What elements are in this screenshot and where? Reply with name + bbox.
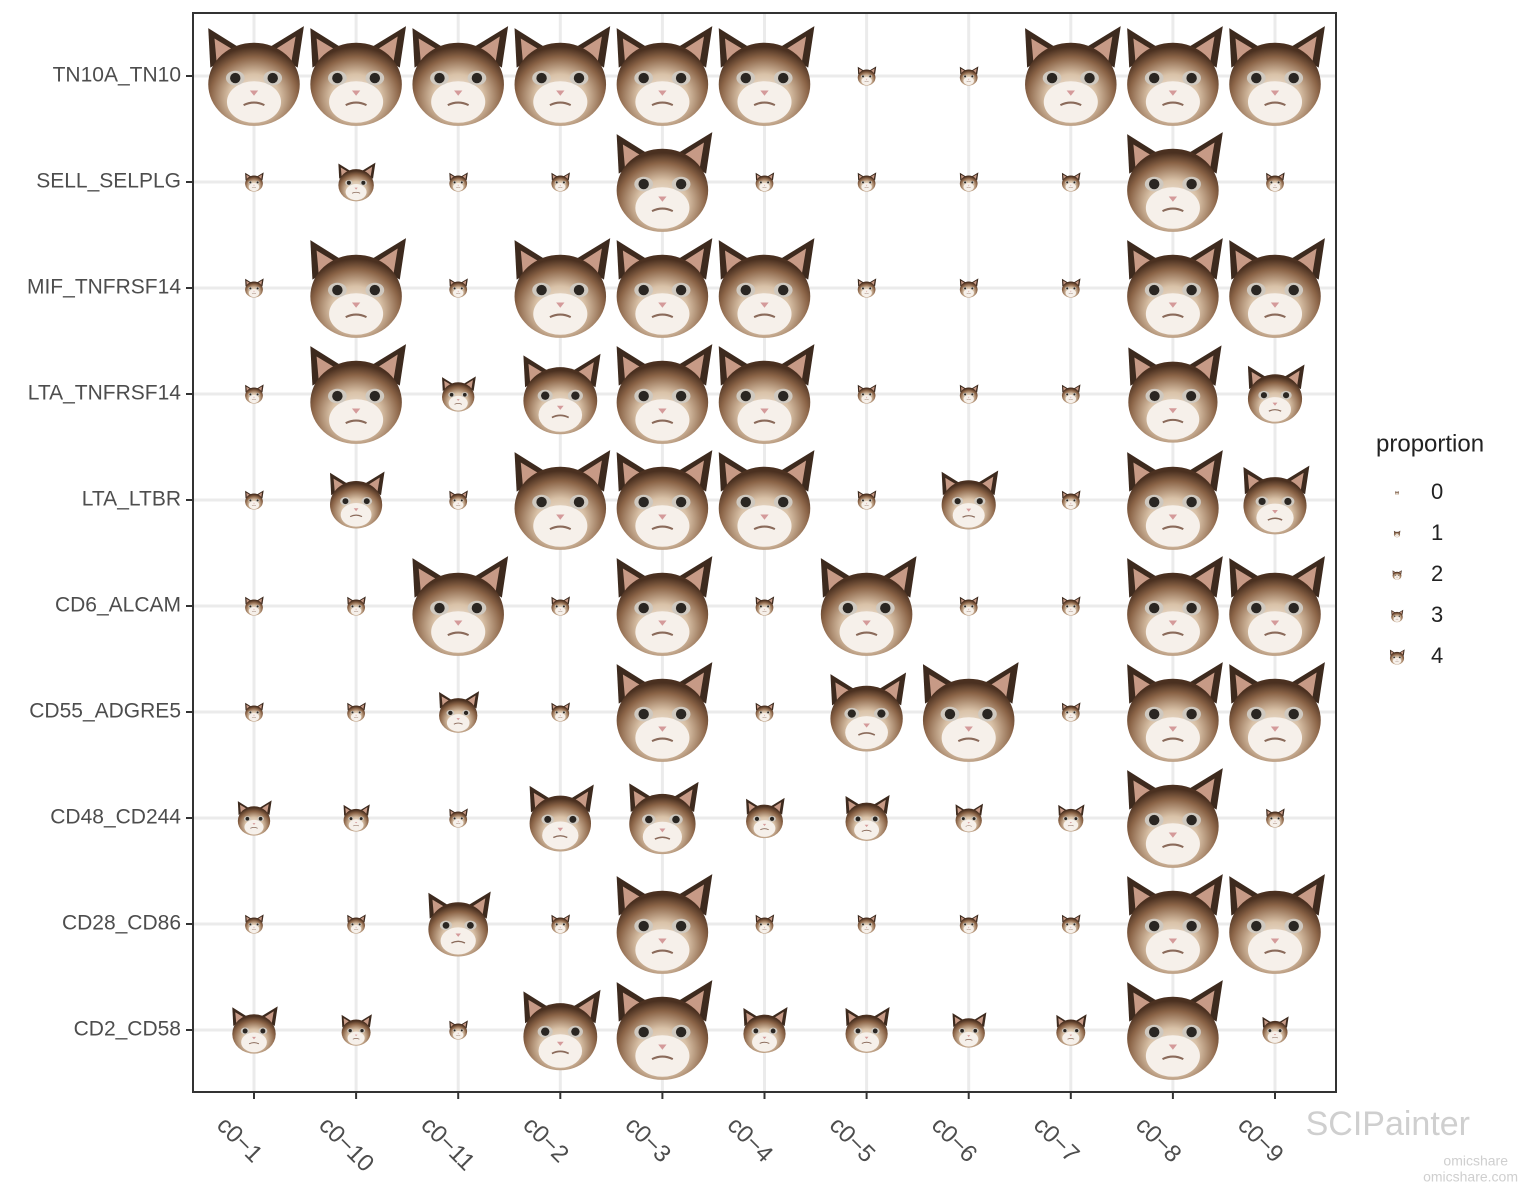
x-tick-label: c0−2: [518, 1112, 574, 1168]
x-tick-label: c0−5: [824, 1112, 880, 1168]
x-tick-label: c0−8: [1130, 1112, 1186, 1168]
y-tick-label: CD28_CD86: [62, 912, 181, 935]
y-tick-label: CD2_CD58: [74, 1018, 181, 1041]
x-tick-label: c0−6: [926, 1112, 982, 1168]
y-tick-label: TN10A_TN10: [53, 64, 181, 87]
watermark: SCIPainter: [1306, 1105, 1470, 1143]
watermark: omicshare: [1443, 1153, 1508, 1169]
legend-icon: [1395, 491, 1399, 495]
legend-icon: [1392, 570, 1402, 580]
y-tick-label: LTA_LTBR: [82, 488, 181, 511]
legend-label: 0: [1431, 479, 1443, 504]
x-tick-label: c0−9: [1232, 1112, 1288, 1168]
legend-icon: [1393, 530, 1401, 538]
x-tick-label: c0−11: [415, 1112, 480, 1177]
x-tick-label: c0−4: [722, 1112, 778, 1168]
legend-label: 4: [1431, 643, 1443, 668]
x-tick-label: c0−7: [1028, 1112, 1084, 1168]
watermark: omicshare.com: [1423, 1169, 1518, 1185]
legend-label: 2: [1431, 561, 1443, 586]
y-tick-label: CD6_ALCAM: [55, 594, 181, 617]
y-tick-label: CD48_CD244: [50, 806, 181, 829]
y-tick-label: SELL_SELPLG: [36, 170, 181, 193]
y-tick-label: LTA_TNFRSF14: [28, 382, 182, 405]
y-tick-label: CD55_ADGRE5: [29, 700, 181, 723]
x-tick-label: c0−3: [620, 1112, 676, 1168]
y-tick-label: MIF_TNFRSF14: [27, 276, 181, 299]
legend-title: proportion: [1376, 430, 1484, 457]
x-tick-label: c0−10: [313, 1112, 379, 1178]
legend-icon: [1391, 609, 1404, 623]
x-tick-label: c0−1: [211, 1112, 267, 1168]
legend-label: 1: [1431, 520, 1443, 545]
legend-icon: [1389, 649, 1405, 665]
legend-label: 3: [1431, 602, 1443, 627]
